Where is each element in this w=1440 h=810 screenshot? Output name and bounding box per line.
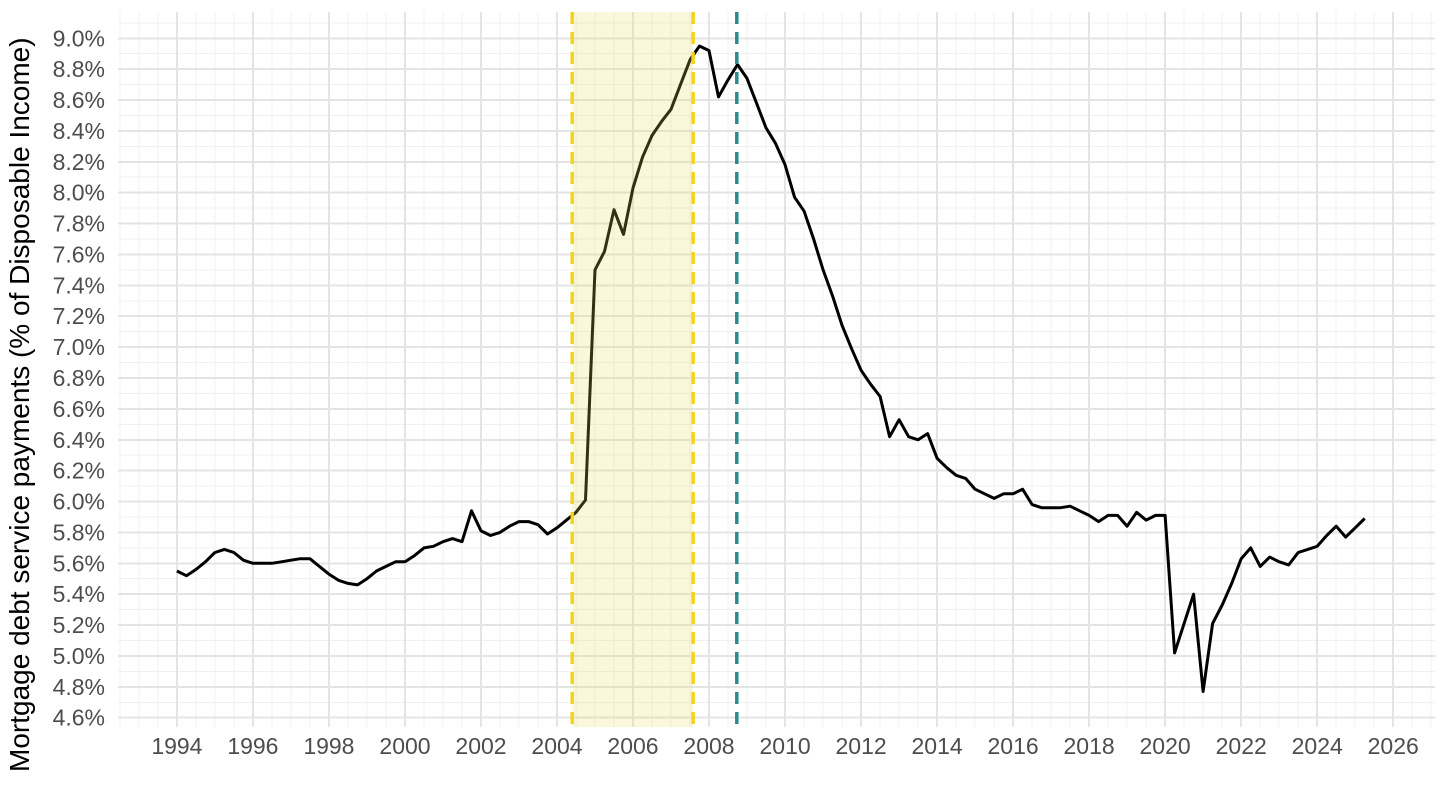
y-tick-label: 7.6% (53, 242, 105, 268)
major-gridlines (118, 12, 1435, 727)
x-tick-label: 2014 (912, 733, 963, 759)
y-tick-label: 6.8% (53, 365, 105, 391)
y-tick-label: 4.8% (53, 674, 105, 700)
x-tick-label: 1996 (227, 733, 278, 759)
y-axis-title: Mortgage debt service payments (% of Dis… (4, 37, 35, 772)
highlight-band-rect (572, 12, 694, 727)
minor-gridlines (118, 12, 1435, 727)
y-tick-label: 6.6% (53, 396, 105, 422)
x-tick-label: 1998 (303, 733, 354, 759)
mortgage-dsr-line (176, 44, 1366, 693)
y-tick-label: 8.6% (53, 87, 105, 113)
x-tick-label: 2004 (531, 733, 582, 759)
x-tick-label: 2012 (836, 733, 887, 759)
y-tick-label: 8.0% (53, 180, 105, 206)
y-tick-label: 6.2% (53, 458, 105, 484)
x-tick-label: 2026 (1368, 733, 1419, 759)
y-tick-label: 8.4% (53, 118, 105, 144)
data-series (176, 44, 1366, 693)
x-tick-label: 2000 (379, 733, 430, 759)
highlight-band (572, 12, 694, 727)
y-tick-label: 5.8% (53, 519, 105, 545)
y-tick-label: 5.0% (53, 643, 105, 669)
x-tick-label: 2008 (683, 733, 734, 759)
y-tick-label: 6.4% (53, 427, 105, 453)
x-tick-label: 2024 (1292, 733, 1343, 759)
y-tick-label: 5.2% (53, 612, 105, 638)
y-tick-label: 9.0% (53, 25, 105, 51)
x-tick-label: 2020 (1140, 733, 1191, 759)
y-tick-label: 5.6% (53, 550, 105, 576)
y-tick-label: 4.6% (53, 705, 105, 731)
x-tick-label: 2010 (760, 733, 811, 759)
x-tick-label: 2022 (1216, 733, 1267, 759)
y-tick-label: 5.4% (53, 581, 105, 607)
x-tick-label: 2016 (988, 733, 1039, 759)
x-tick-label: 1994 (151, 733, 202, 759)
x-tick-label: 2006 (607, 733, 658, 759)
x-tick-label: 2002 (455, 733, 506, 759)
y-tick-label: 7.0% (53, 334, 105, 360)
y-tick-label: 6.0% (53, 489, 105, 515)
y-tick-label: 7.2% (53, 303, 105, 329)
y-tick-label: 7.8% (53, 211, 105, 237)
x-tick-label: 2018 (1064, 733, 1115, 759)
y-tick-label: 8.8% (53, 56, 105, 82)
y-tick-label: 8.2% (53, 149, 105, 175)
y-tick-label: 7.4% (53, 272, 105, 298)
axis-tick-labels: 4.6% 4.8% 5.0% 5.2% 5.4% 5.6% 5.8% 6.0% 6.2% 6.4%… (53, 25, 1419, 759)
